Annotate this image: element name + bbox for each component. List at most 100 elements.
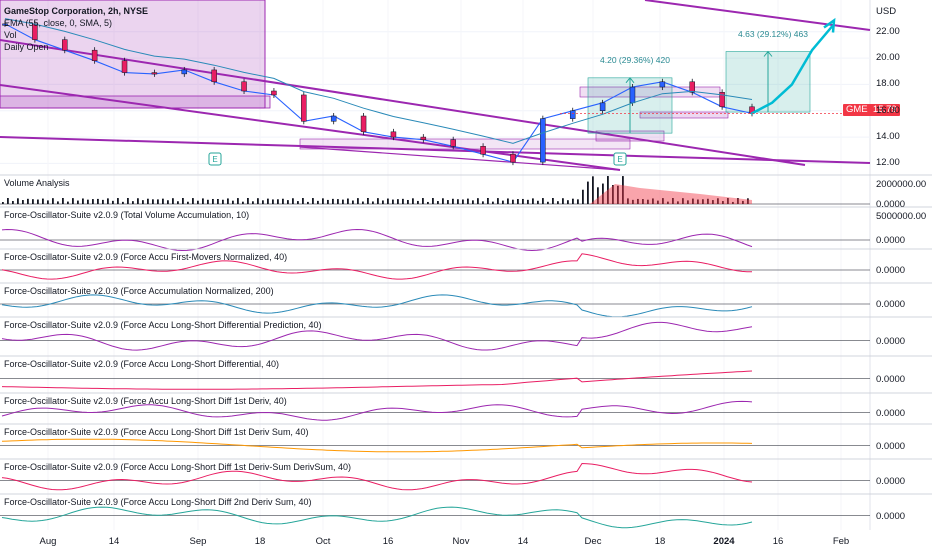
earnings-marker[interactable] <box>613 152 627 166</box>
pane-title[interactable]: Force-Oscillator-Suite v2.0.9 (Force Acc… <box>4 396 287 406</box>
candle-body[interactable] <box>330 115 337 122</box>
volume-bar <box>722 201 724 204</box>
volume-bar <box>112 200 114 204</box>
volume-bar <box>577 199 579 204</box>
volume-bar <box>587 181 589 204</box>
candle-body[interactable] <box>2 23 8 26</box>
volume-bar <box>217 199 219 204</box>
volume-bar <box>97 198 99 204</box>
indicator-ema-label[interactable]: EMA (55, close, 0, SMA, 5) <box>4 18 113 28</box>
volume-bar <box>42 198 44 204</box>
earnings-marker[interactable] <box>208 152 222 166</box>
volume-bar <box>447 200 449 204</box>
small-zone-box[interactable] <box>639 111 729 119</box>
pane-tick-label: 0.0000 <box>876 510 906 522</box>
volume-bar <box>292 198 294 204</box>
trendline-inner[interactable] <box>299 146 621 171</box>
oscillator-line[interactable] <box>1 321 753 351</box>
time-tick-label: Dec <box>584 536 602 547</box>
candle-body[interactable] <box>689 81 695 93</box>
oscillator-line[interactable] <box>1 506 753 529</box>
oscillator-line[interactable] <box>1 370 753 390</box>
price-tick-label: 16.00 <box>876 104 900 116</box>
candle-body[interactable] <box>271 90 277 96</box>
trendline-upper[interactable] <box>0 39 806 166</box>
indicator-vol-label[interactable]: Vol <box>4 30 17 40</box>
volume-bar <box>457 199 459 204</box>
volume-bar <box>522 198 524 204</box>
pane-title[interactable]: Force-Oscillator-Suite v2.0.9 (Force Acc… <box>4 252 288 262</box>
volume-bar <box>162 198 164 204</box>
time-tick-label: 2024 <box>713 536 735 547</box>
candle-body[interactable] <box>360 115 367 133</box>
pane-title[interactable]: Force-Oscillator-Suite v2.0.9 (Force Acc… <box>4 359 279 369</box>
measure-annotation-2[interactable]: 4.63 (29.12%) 463 <box>738 29 808 39</box>
currency-label[interactable]: USD <box>876 6 897 17</box>
pane-title[interactable]: Force-Oscillator-Suite v2.0.9 (Force Acc… <box>4 286 274 296</box>
candle-body[interactable] <box>390 131 397 138</box>
pane-title[interactable]: Force-Oscillator-Suite v2.0.9 (Total Vol… <box>4 210 250 220</box>
candle-body[interactable] <box>599 102 606 111</box>
projection-arrow[interactable] <box>750 25 834 115</box>
candle-body[interactable] <box>151 72 158 75</box>
candle-body[interactable] <box>420 136 427 140</box>
candle-body[interactable] <box>719 92 725 108</box>
volume-bar <box>482 201 484 204</box>
oscillator-line[interactable] <box>1 228 753 252</box>
volume-bar <box>167 200 169 204</box>
earnings-marker-label: E <box>212 155 217 164</box>
trendline-lower[interactable] <box>0 84 621 171</box>
pane-title[interactable]: Volume Analysis <box>4 178 70 188</box>
volume-bar <box>592 176 594 204</box>
oscillator-line[interactable] <box>1 253 752 280</box>
oscillator-line[interactable] <box>1 294 753 318</box>
candle-body[interactable] <box>121 60 128 73</box>
candle-body[interactable] <box>540 118 546 163</box>
candle-body[interactable] <box>569 110 576 119</box>
volume-bar <box>732 201 734 204</box>
volume-bar <box>272 199 274 204</box>
volume-bar <box>157 199 159 204</box>
volume-bar <box>257 198 259 204</box>
candle-body[interactable] <box>659 81 666 88</box>
indicator-daily-open-label[interactable]: Daily Open <box>4 42 49 52</box>
candle-body[interactable] <box>629 86 636 104</box>
candle-body[interactable] <box>91 49 98 61</box>
candle-body[interactable] <box>241 81 247 92</box>
candle-body[interactable] <box>480 146 486 155</box>
volume-bar <box>582 189 584 204</box>
trendline-base[interactable] <box>0 136 871 164</box>
volume-bar <box>432 198 434 204</box>
candle-body[interactable] <box>301 94 307 122</box>
pane-title[interactable]: Force-Oscillator-Suite v2.0.9 (Force Acc… <box>4 497 312 507</box>
last-price-tag: GME 15.79 <box>843 104 900 116</box>
volume-bar <box>312 198 314 204</box>
volume-bar <box>202 198 204 204</box>
price-tag-value: 15.79 <box>872 104 897 115</box>
candle-body[interactable] <box>450 139 456 147</box>
pane-title[interactable]: Force-Oscillator-Suite v2.0.9 (Force Acc… <box>4 462 351 472</box>
oscillator-line[interactable] <box>1 438 753 453</box>
symbol-title[interactable]: GameStop Corporation, 2h, NYSE <box>4 6 149 16</box>
ema-line <box>4 18 753 144</box>
price-series-line[interactable] <box>4 23 753 163</box>
candle-body[interactable] <box>211 69 217 83</box>
pane-title[interactable]: Force-Oscillator-Suite v2.0.9 (Force Acc… <box>4 427 309 437</box>
volume-bar <box>142 200 144 204</box>
trendline-top[interactable] <box>644 0 871 31</box>
measure-annotation-1[interactable]: 4.20 (29.36%) 420 <box>600 55 670 65</box>
volume-bar <box>352 200 354 204</box>
oscillator-line[interactable] <box>1 462 753 491</box>
pane-title[interactable]: Force-Oscillator-Suite v2.0.9 (Force Acc… <box>4 320 322 330</box>
candle-body[interactable] <box>62 39 68 51</box>
volume-bar <box>7 198 9 204</box>
candle-body[interactable] <box>510 153 516 163</box>
demand-zone-box[interactable] <box>0 95 271 109</box>
oscillator-line[interactable] <box>1 400 753 421</box>
volume-bar <box>327 199 329 204</box>
volume-bar <box>747 198 749 204</box>
supply-zone-box[interactable] <box>0 0 266 109</box>
candle-body[interactable] <box>181 69 188 75</box>
